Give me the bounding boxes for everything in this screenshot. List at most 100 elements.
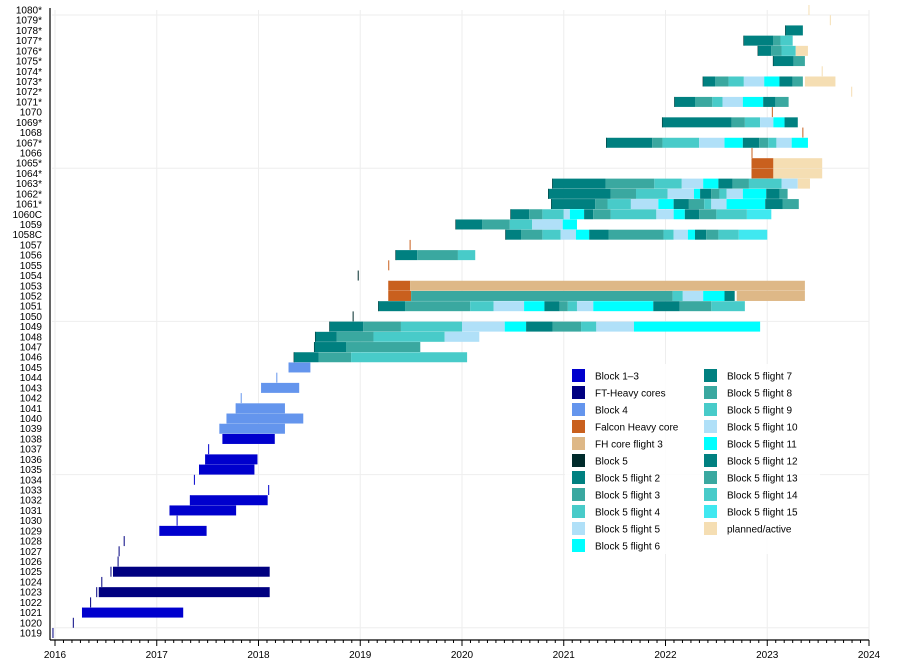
bar-segment-f13	[699, 209, 717, 220]
bar-segment-f4	[457, 250, 476, 261]
bar-segment-f4	[780, 35, 793, 46]
bar-segment-f7	[742, 137, 760, 148]
bar-segment-f9	[768, 137, 777, 148]
y-tick-label: 1067*	[16, 138, 42, 149]
bar-segment-f11	[742, 188, 767, 199]
bar-segment-plan	[795, 45, 808, 56]
y-tick-label: 1042	[20, 394, 43, 405]
bar-segment-b4	[289, 362, 311, 373]
legend-swatch	[704, 386, 717, 399]
y-tick-label: 1019	[20, 629, 43, 640]
bar-segment-f6	[658, 199, 674, 210]
legend-swatch	[572, 471, 585, 484]
legend-swatch	[572, 403, 585, 416]
legend-label: Block 5	[595, 457, 628, 468]
bar-segment-fh	[388, 290, 412, 301]
bar-segment-plan	[797, 178, 810, 189]
bar-segment-f3	[336, 331, 374, 342]
x-tick-label: 2024	[858, 650, 881, 661]
bar-segment-f4	[635, 188, 668, 199]
y-tick-label: 1069*	[16, 118, 42, 129]
y-tick-label: 1072*	[16, 87, 42, 98]
legend-swatch	[704, 437, 717, 450]
legend-swatch	[572, 539, 585, 552]
bar-segment-f3	[363, 321, 401, 332]
bar-segment-f9	[719, 188, 727, 199]
y-tick-label: 1038	[20, 434, 43, 445]
legend-label: Block 5 flight 11	[727, 440, 797, 451]
bar-segment-f6	[575, 229, 590, 240]
legend-swatch	[572, 386, 585, 399]
bar-segment-f3	[529, 209, 543, 220]
y-tick-label: 1048	[20, 332, 43, 343]
bar-segment-f3	[605, 178, 655, 189]
bar-segment-f10	[576, 301, 594, 312]
bar-segment-f12	[765, 199, 783, 210]
bar-segment-f2	[505, 229, 522, 240]
y-tick-label: 1074*	[16, 67, 42, 78]
bar-segment-f7	[589, 229, 609, 240]
y-tick-label: 1047	[20, 343, 43, 354]
legend-swatch	[704, 403, 717, 416]
bar-segment-f3	[405, 301, 471, 312]
bar-segment-f2	[785, 25, 803, 36]
bar-segment-f10	[781, 178, 798, 189]
legend-swatch	[704, 454, 717, 467]
legend-swatch	[704, 488, 717, 501]
bar-segment-f6	[562, 219, 577, 230]
bar-segment-f7	[779, 76, 793, 87]
bar-segment-f8	[688, 199, 705, 210]
bar-segment-f4	[509, 219, 533, 230]
bar-segment-f3	[482, 219, 510, 230]
bar-segment-f5	[743, 76, 765, 87]
legend-swatch	[704, 522, 717, 535]
bar-segment-f9	[704, 199, 712, 210]
y-tick-label: 1077*	[16, 36, 42, 47]
bar-segment-b13	[222, 433, 275, 444]
bar-segment-f15	[738, 229, 768, 240]
legend-label: Block 5 flight 7	[727, 372, 792, 383]
legend-swatch	[572, 437, 585, 450]
bar-segment-f8	[759, 137, 769, 148]
bar-segment-f10	[596, 321, 634, 332]
bar-segment-f5	[667, 188, 694, 199]
legend-label: Block 1–3	[595, 372, 639, 383]
bar-segment-f5	[699, 137, 725, 148]
y-tick-label: 1080*	[16, 6, 42, 17]
bar-segment-f8	[608, 229, 664, 240]
bar-segment-f9	[567, 301, 577, 312]
bar-segment-f6	[773, 117, 785, 128]
y-axis: 1080*1079*1078*1077*1076*1075*1074*1073*…	[13, 6, 51, 640]
bar-segment-fth	[112, 566, 270, 577]
legend-swatch	[572, 420, 585, 433]
bar-segment-f4	[373, 331, 445, 342]
bar-segment-f10	[776, 137, 792, 148]
bar-segment-f6	[504, 321, 527, 332]
y-tick-label: 1033	[20, 486, 43, 497]
legend-swatch	[572, 488, 585, 501]
bar-segment-f6	[764, 76, 780, 87]
y-tick-label: 1022	[20, 598, 43, 609]
x-tick-label: 2022	[654, 650, 677, 661]
y-tick-label: 1079*	[16, 16, 42, 27]
y-tick-label: 1044	[20, 373, 43, 384]
y-tick-label: 1031	[20, 506, 43, 517]
y-tick-label: 1025	[20, 567, 43, 578]
legend-label: Block 5 flight 9	[727, 406, 792, 417]
bar-segment-plan	[804, 76, 836, 87]
bar-segment-f3	[417, 250, 458, 261]
y-tick-label: 1068	[20, 128, 43, 139]
bar-segment-f2	[294, 352, 319, 363]
y-tick-label: 1050	[20, 312, 43, 323]
y-tick-label: 1062*	[16, 189, 42, 200]
bar-segment-f2	[551, 199, 596, 210]
bar-segment-f5	[532, 219, 563, 230]
legend-background	[565, 364, 820, 554]
bar-segment-plan	[773, 158, 823, 169]
x-tick-label: 2020	[451, 650, 474, 661]
bar-segment-b13	[190, 495, 268, 506]
bar-segment-f13	[679, 301, 712, 312]
bar-segment-f5	[722, 96, 743, 107]
legend-label: Block 5 flight 6	[595, 542, 660, 553]
bar-segment-f11	[593, 301, 654, 312]
